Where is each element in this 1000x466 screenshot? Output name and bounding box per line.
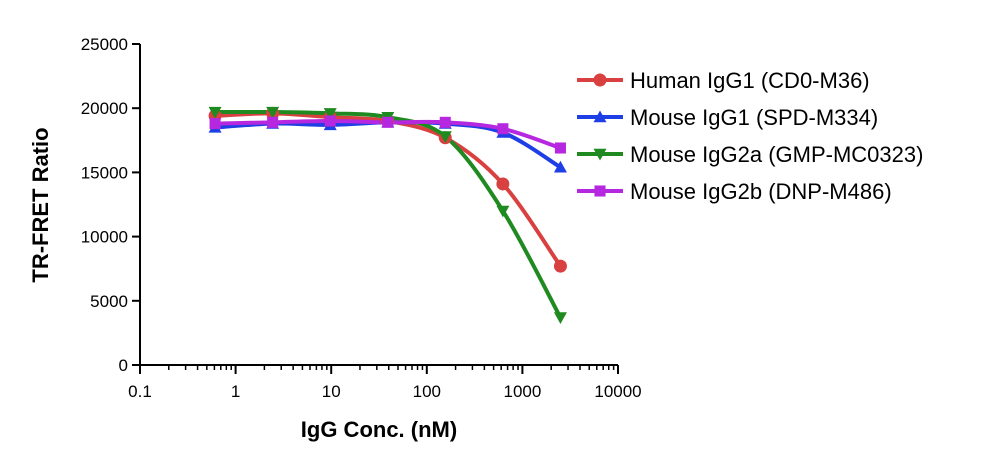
axes: [139, 44, 618, 366]
y-ticks: 0 5000 10000 15000 20000 25000: [81, 35, 140, 375]
data-point-mouse-igg2b-dnp-m486: [324, 115, 336, 127]
x-tick-label: 0.1: [128, 382, 152, 401]
x-tick-label: 100: [413, 382, 441, 401]
legend-label: Human IgG1 (CD0-M36): [630, 68, 870, 93]
data-point-mouse-igg2b-dnp-m486: [439, 116, 451, 128]
y-tick-label: 15000: [81, 163, 128, 182]
legend: Human IgG1 (CD0-M36) Mouse IgG1 (SPD-M334…: [577, 68, 923, 204]
y-tick-label: 20000: [81, 99, 128, 118]
x-tick-label: 10: [322, 382, 341, 401]
data-point-mouse-igg2a-gmp-mc0323: [438, 131, 452, 143]
data-point-mouse-igg2a-gmp-mc0323: [496, 205, 510, 218]
data-point-mouse-igg2a-gmp-mc0323: [266, 106, 280, 119]
data-point-mouse-igg2b-dnp-m486: [209, 118, 221, 130]
legend-marker: [593, 73, 607, 87]
legend-label: Mouse IgG2a (GMP-MC0323): [630, 142, 923, 167]
data-point-mouse-igg2a-gmp-mc0323: [323, 108, 337, 120]
legend-marker: [593, 110, 607, 123]
x-axis-title: IgG Conc. (nM): [301, 417, 457, 442]
data-point-mouse-igg2b-dnp-m486: [267, 116, 279, 128]
x-tick-label: 1000: [503, 382, 541, 401]
legend-label: Mouse IgG1 (SPD-M334): [630, 105, 878, 130]
data-point-mouse-igg2a-gmp-mc0323: [208, 106, 222, 119]
data-point-mouse-igg1-spd-m334: [553, 160, 567, 173]
data-point-mouse-igg2a-gmp-mc0323: [553, 312, 567, 324]
y-axis-title: TR-FRET Ratio: [28, 127, 53, 282]
x-tick-label: 1: [231, 382, 240, 401]
y-tick-label: 25000: [81, 35, 128, 54]
data-point-mouse-igg2b-dnp-m486: [382, 116, 394, 128]
data-markers: [208, 106, 567, 324]
x-tick-label: 10000: [594, 382, 641, 401]
legend-marker: [594, 185, 606, 197]
series-line-mouse-igg2a-gmp-mc0323: [213, 109, 563, 320]
data-point-mouse-igg2b-dnp-m486: [497, 123, 509, 135]
legend-label: Mouse IgG2b (DNP-M486): [630, 179, 892, 204]
curves: [213, 109, 563, 320]
y-tick-label: 10000: [81, 228, 128, 247]
data-point-human-igg1-cd0-m36: [553, 259, 567, 273]
data-point-mouse-igg2b-dnp-m486: [554, 142, 566, 154]
legend-marker: [593, 148, 607, 161]
y-tick-label: 5000: [90, 292, 128, 311]
y-tick-label: 0: [119, 356, 128, 375]
x-ticks: 0.1 1 10 100 1000 10000: [128, 365, 642, 401]
data-point-human-igg1-cd0-m36: [496, 177, 510, 191]
